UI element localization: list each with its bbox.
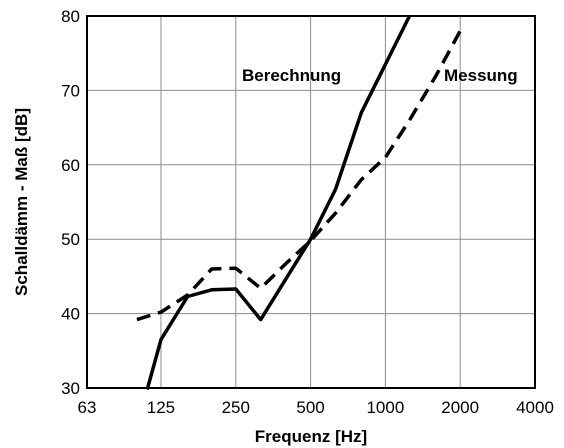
y-tick-label: 70	[61, 81, 80, 100]
y-tick-label: 30	[61, 379, 80, 398]
x-tick-label: 500	[296, 398, 324, 417]
x-tick-label: 63	[78, 398, 97, 417]
y-axis-label: Schalldämm - Maß [dB]	[12, 108, 31, 296]
y-tick-label: 40	[61, 305, 80, 324]
y-tick-labels: 30 40 50 60 70 80	[61, 7, 80, 398]
series-line-messung	[136, 30, 462, 322]
x-tick-label: 250	[222, 398, 250, 417]
x-tick-label: 1000	[366, 398, 404, 417]
y-tick-label: 80	[61, 7, 80, 26]
plot-frame	[86, 15, 536, 389]
series-label-berechnung: Berechnung	[242, 66, 341, 85]
y-tick-label: 50	[61, 230, 80, 249]
x-tick-label: 4000	[516, 398, 554, 417]
series-labels: Berechnung Messung	[242, 66, 518, 85]
x-axis-label: Frequenz [Hz]	[255, 427, 367, 446]
x-tick-label: 125	[147, 398, 175, 417]
y-tick-label: 60	[61, 156, 80, 175]
series-lines	[136, 15, 462, 390]
x-tick-labels: 63 125 250 500 1000 2000 4000	[78, 398, 554, 417]
series-label-messung: Messung	[444, 66, 518, 85]
x-tick-label: 2000	[441, 398, 479, 417]
series-line-berechnung	[145, 15, 412, 390]
